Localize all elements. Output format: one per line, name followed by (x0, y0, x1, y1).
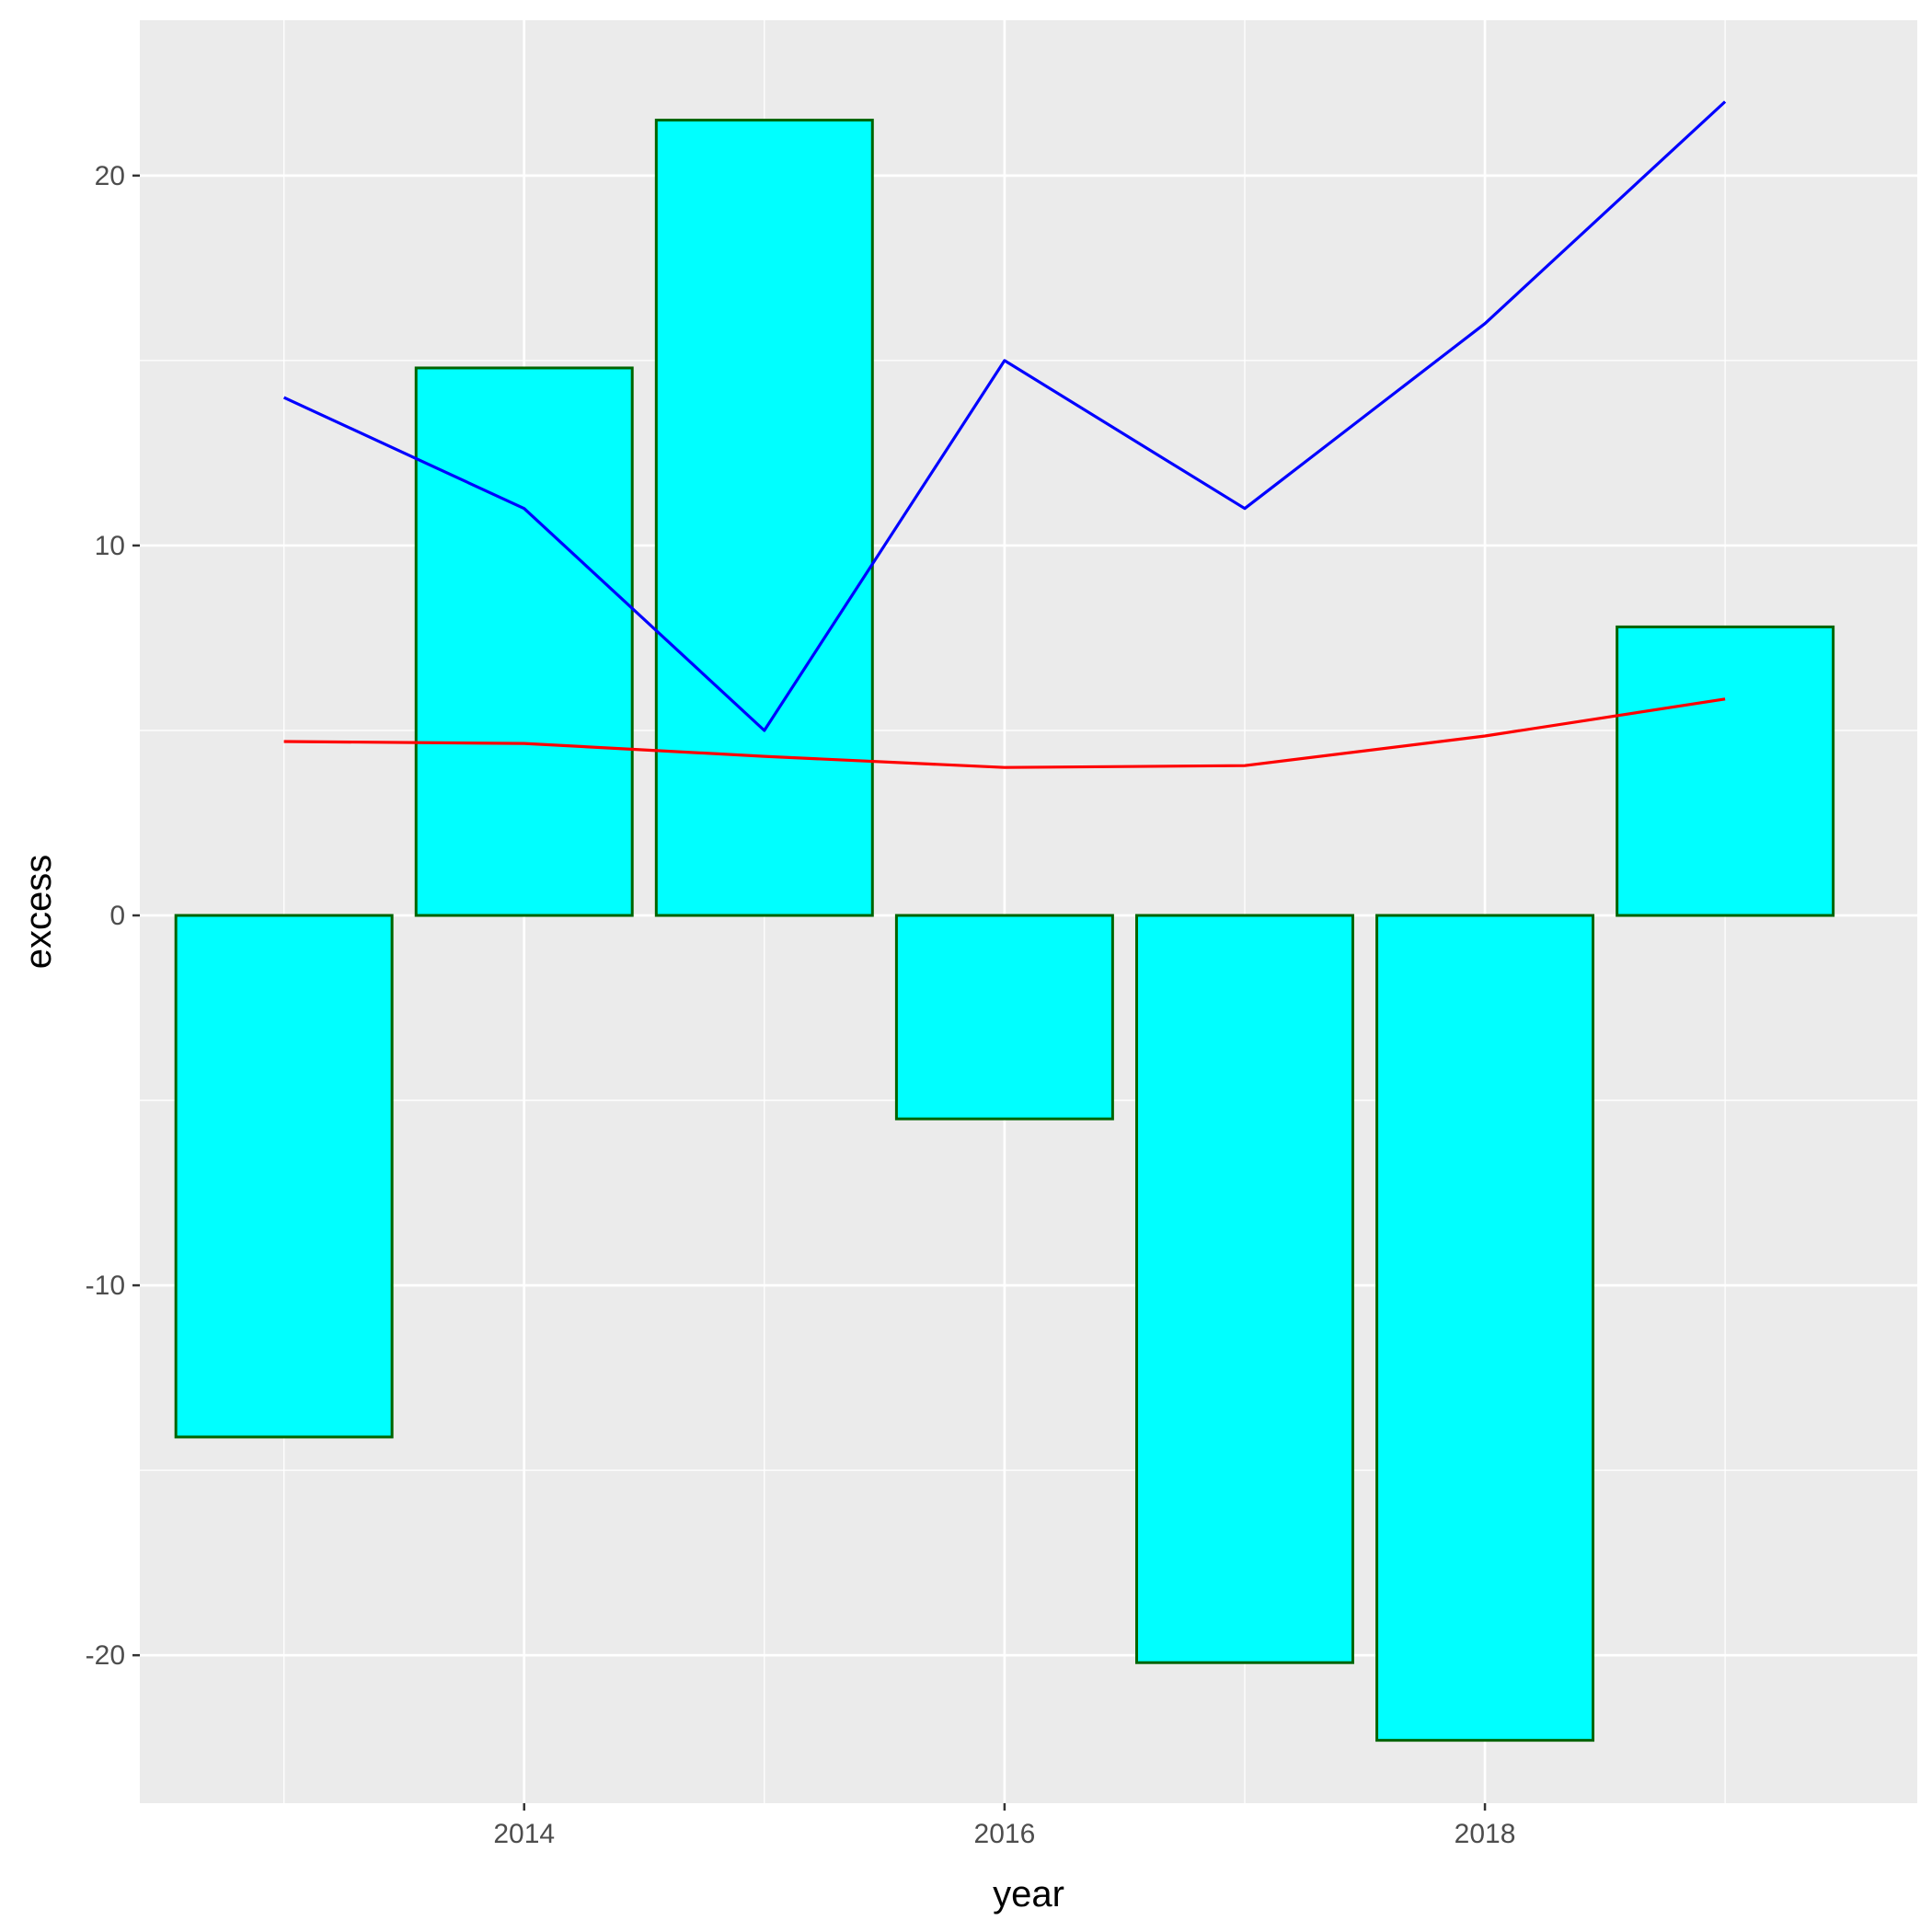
x-tick-label: 2016 (974, 1819, 1036, 1849)
x-tick-label: 2014 (493, 1819, 555, 1849)
series-line (283, 697, 1726, 769)
y-tick-label: -10 (86, 1271, 125, 1301)
bar (1375, 914, 1595, 1742)
x-axis: 2014 2016 2018 (493, 1803, 1515, 1849)
y-tick-label: 10 (95, 531, 125, 561)
y-axis: -20 -10 0 10 20 (86, 161, 140, 1671)
x-axis-title: year (993, 1874, 1064, 1915)
lines (282, 100, 1727, 769)
y-tick-label: 20 (95, 161, 125, 191)
bar (1616, 625, 1835, 917)
x-tick-label: 2018 (1455, 1819, 1516, 1849)
bar (894, 914, 1114, 1121)
bars (174, 119, 1835, 1742)
bar (654, 119, 874, 917)
y-tick-label: 0 (109, 901, 125, 931)
bar (174, 914, 394, 1439)
y-axis-title: excess (18, 855, 59, 970)
series-line (282, 100, 1727, 732)
bar (414, 366, 634, 917)
y-tick-label: -20 (86, 1640, 125, 1671)
bar (1134, 914, 1354, 1664)
